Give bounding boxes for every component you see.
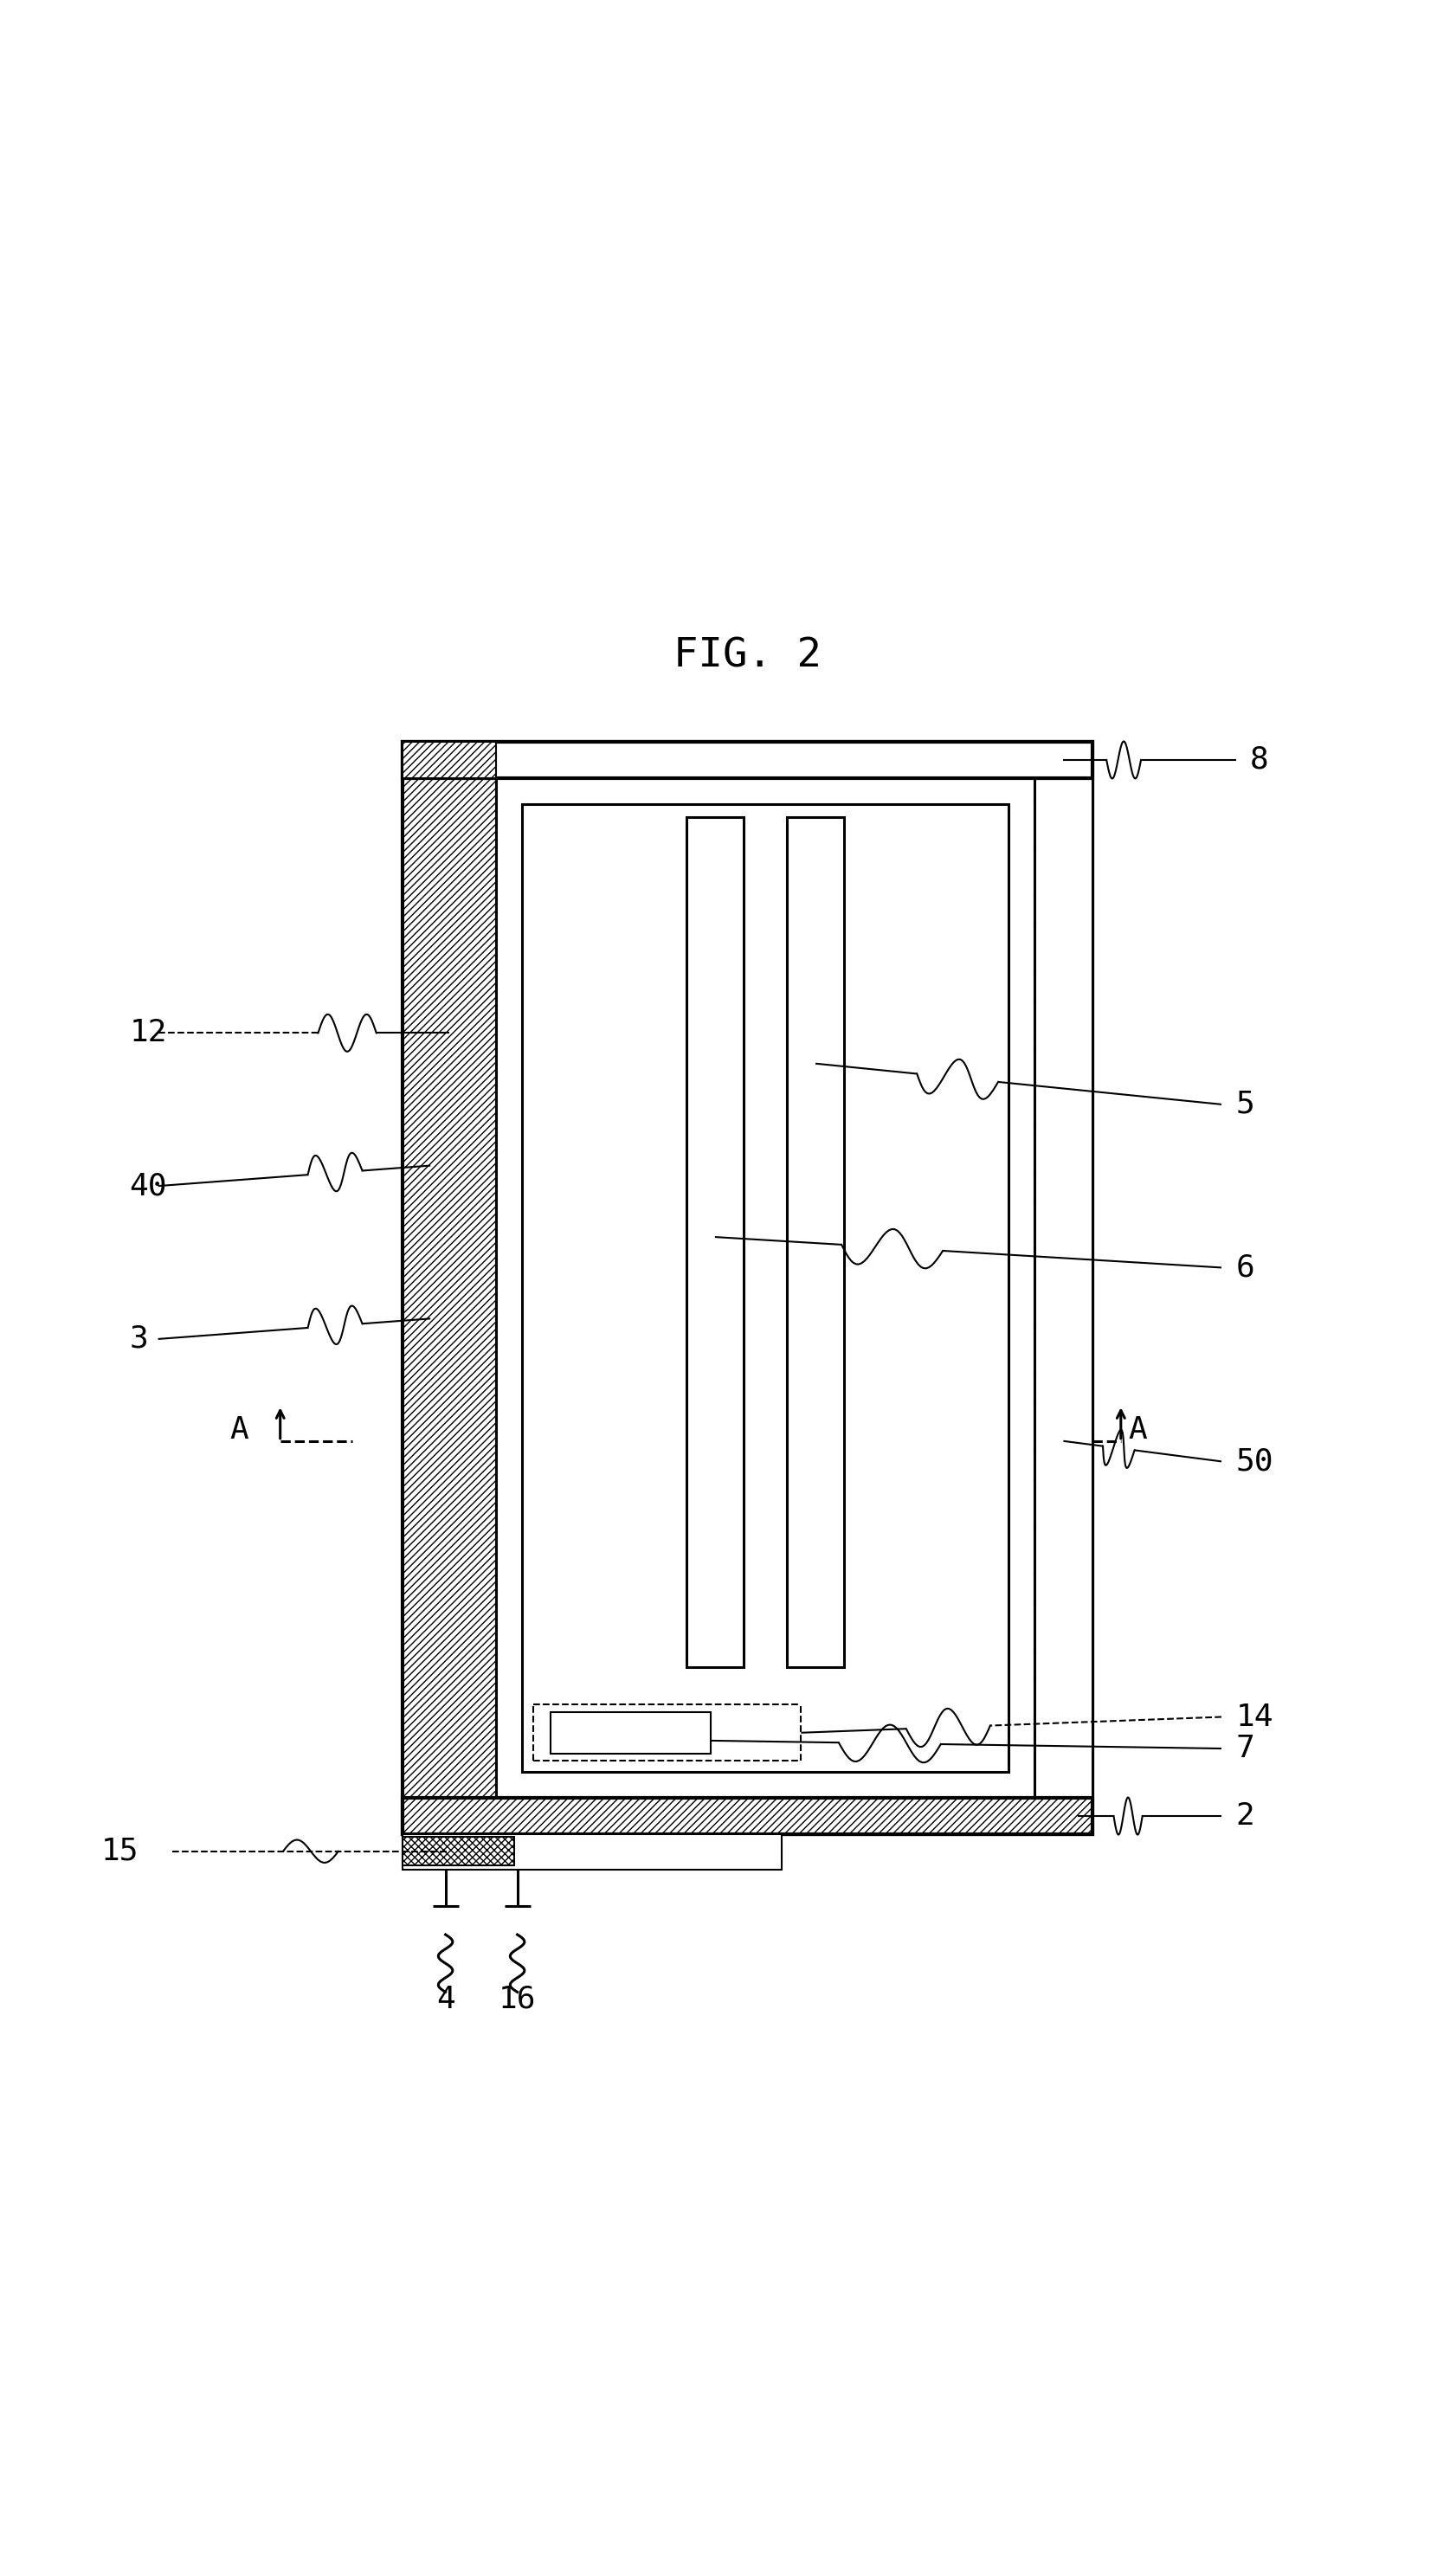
Bar xyxy=(787,817,845,1667)
Text: 6: 6 xyxy=(1236,1252,1255,1283)
Text: 16: 16 xyxy=(499,1984,536,2014)
Text: 3: 3 xyxy=(129,1324,148,1355)
Bar xyxy=(550,1713,711,1754)
Bar xyxy=(402,778,496,1798)
Text: 15: 15 xyxy=(101,1837,138,1865)
Text: A: A xyxy=(230,1414,249,1445)
Text: 4: 4 xyxy=(435,1984,456,2014)
Bar xyxy=(402,742,1092,1834)
Bar xyxy=(522,804,1009,1772)
Bar xyxy=(687,817,744,1667)
Text: 14: 14 xyxy=(1236,1703,1273,1731)
Text: 7: 7 xyxy=(1236,1734,1255,1762)
Bar xyxy=(402,1837,514,1865)
Bar xyxy=(1035,778,1092,1798)
Text: 5: 5 xyxy=(1236,1090,1255,1118)
Text: 2: 2 xyxy=(1236,1801,1255,1832)
Bar xyxy=(402,1798,1092,1834)
Bar xyxy=(402,742,496,778)
Text: 8: 8 xyxy=(1250,744,1269,775)
Text: 50: 50 xyxy=(1236,1448,1273,1476)
Text: 12: 12 xyxy=(129,1018,167,1048)
Bar xyxy=(402,742,1092,778)
Bar xyxy=(402,1834,782,1870)
Text: 40: 40 xyxy=(129,1172,167,1200)
Text: FIG. 2: FIG. 2 xyxy=(673,636,822,675)
Text: A: A xyxy=(1128,1414,1147,1445)
